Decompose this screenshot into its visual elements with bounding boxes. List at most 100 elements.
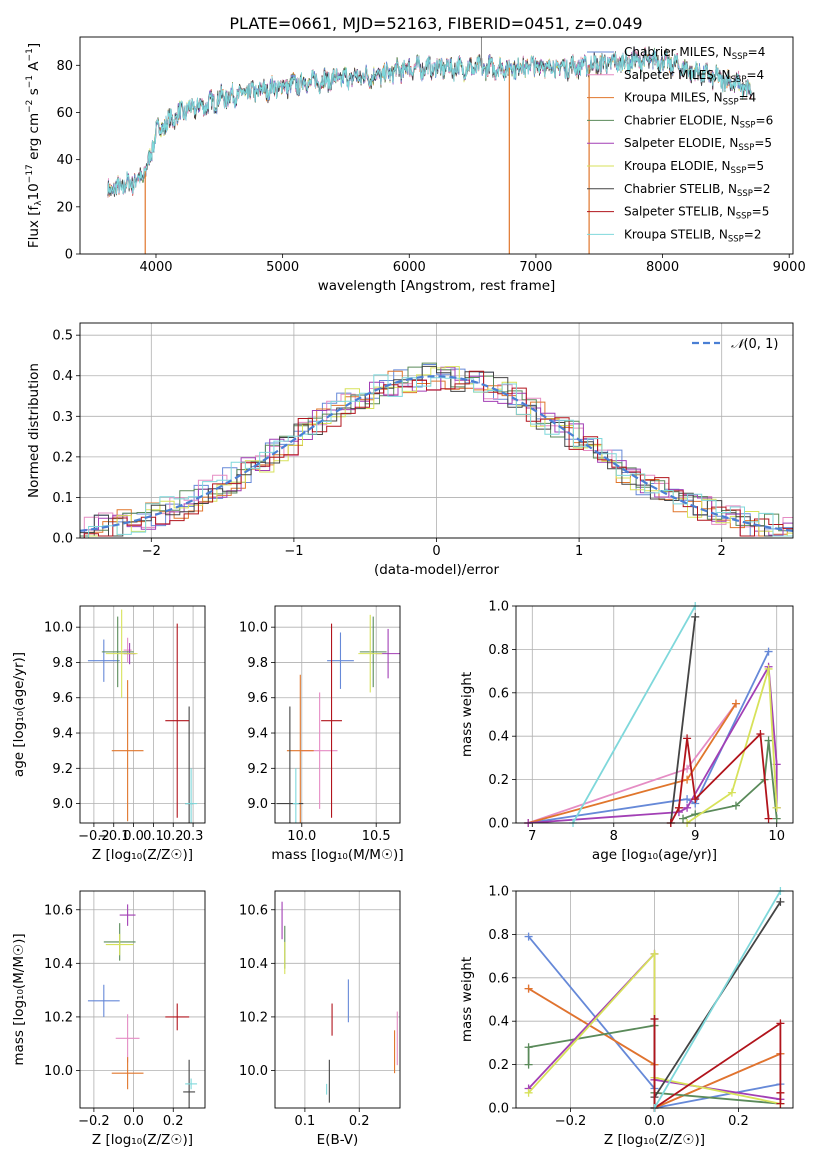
x-tick-label: 0.0 — [123, 1114, 144, 1129]
histogram-7 — [83, 370, 793, 538]
axes-frame — [515, 890, 794, 1109]
figure-title: PLATE=0661, MJD=52163, FIBERID=0451, z=0… — [229, 14, 642, 33]
y-tick-label: 1.0 — [488, 885, 509, 900]
weight-marker-7 — [776, 1019, 785, 1028]
weight-marker-5 — [650, 949, 659, 958]
y-tick-label: 9.2 — [52, 762, 73, 777]
x-tick-label: −1 — [284, 544, 303, 559]
axes-frame — [274, 890, 401, 1109]
weight-marker-3 — [764, 736, 773, 745]
x-tick-label: 6000 — [393, 260, 426, 275]
weight-line-8 — [653, 891, 782, 1108]
weight-marker-0 — [524, 932, 533, 941]
x-tick-label: 7 — [528, 829, 536, 844]
y-tick-label: 0.2 — [52, 450, 73, 465]
weight-line-5 — [686, 668, 778, 823]
legend-entry: Kroupa ELODIE, NSSP=5 — [624, 159, 764, 176]
spectrum-axes — [76, 64, 790, 258]
y-axis-label: mass weight — [459, 672, 475, 757]
weight-marker-3 — [524, 1060, 533, 1069]
y-tick-label: 0.2 — [488, 1058, 509, 1073]
x-axis-label: wavelength [Angstrom, rest frame] — [318, 278, 556, 294]
y-tick-label: 10.2 — [44, 1010, 73, 1025]
y-tick-label: 20 — [56, 200, 73, 215]
x-axis-label: Z [log₁₀(Z/Z☉)] — [92, 847, 193, 863]
y-tick-label: 9.6 — [247, 691, 268, 706]
weight-line-4 — [528, 663, 778, 823]
x-tick-label: −0.2 — [555, 1114, 587, 1129]
y-tick-label: 9.4 — [52, 727, 73, 742]
y-axis-label: age [log₁₀(age/yr)] — [11, 652, 27, 777]
x-tick-label: 0.2 — [728, 1114, 749, 1129]
massweight-vs-Z-axes — [512, 890, 793, 1112]
x-tick-label: 9000 — [773, 260, 806, 275]
weight-marker-3 — [731, 801, 740, 810]
histogram-5 — [88, 366, 793, 538]
axes-frame — [79, 322, 794, 539]
x-tick-label: 8 — [610, 829, 618, 844]
legend-entry: Kroupa MILES, NSSP=4 — [624, 91, 756, 108]
weight-marker-7 — [674, 803, 683, 812]
y-tick-label: 10.6 — [239, 903, 268, 918]
weight-marker-3 — [679, 814, 688, 823]
y-tick-label: 0.0 — [488, 1102, 509, 1117]
y-tick-label: 0.0 — [52, 532, 73, 547]
age-vs-Z-axes — [76, 606, 205, 827]
y-tick-label: 9.4 — [247, 727, 268, 742]
normal-reference-curve — [80, 375, 793, 532]
y-tick-label: 60 — [56, 106, 73, 121]
weight-marker-7 — [691, 795, 700, 804]
weight-marker-6 — [691, 612, 700, 621]
x-tick-label: 10.5 — [362, 829, 391, 844]
histogram-4 — [83, 366, 793, 538]
y-axis-label: Normed distribution — [26, 363, 42, 498]
weight-line-2 — [527, 703, 737, 823]
weight-line-6 — [669, 616, 697, 823]
axes-frame — [79, 605, 206, 824]
y-tick-label: 0 — [65, 248, 73, 263]
y-tick-label: 10.4 — [239, 957, 268, 972]
y-tick-label: 9.0 — [52, 797, 73, 812]
mass-vs-EBV-axes — [271, 891, 400, 1112]
x-tick-label: 9 — [691, 829, 699, 844]
histogram-6 — [80, 365, 793, 538]
y-tick-label: 80 — [56, 59, 73, 74]
residuals-axes — [76, 323, 793, 542]
y-tick-label: 10.2 — [239, 1010, 268, 1025]
legend-entry: Chabrier ELODIE, NSSP=6 — [624, 113, 773, 130]
y-tick-label: 10.0 — [44, 621, 73, 636]
y-tick-label: 0.8 — [488, 928, 509, 943]
massweight-vs-age-axes — [512, 605, 793, 827]
y-axis-label: Flux [fλ10−17 erg cm−2 s−1 A−1] — [25, 43, 44, 248]
legend-entry: Chabrier STELIB, NSSP=2 — [624, 182, 771, 199]
weight-marker-7 — [776, 1099, 785, 1108]
weight-marker-7 — [683, 734, 692, 743]
legend-entry: Chabrier MILES, NSSP=4 — [624, 45, 765, 62]
y-tick-label: 0.0 — [488, 817, 509, 832]
weight-marker-5 — [772, 803, 781, 812]
axes-frame — [79, 890, 206, 1109]
y-tick-label: 9.8 — [247, 656, 268, 671]
x-tick-label: 5000 — [266, 260, 299, 275]
y-tick-label: 9.6 — [52, 691, 73, 706]
y-tick-label: 10.0 — [44, 1064, 73, 1079]
axes-frame — [79, 36, 794, 255]
x-tick-label: 0.2 — [349, 1114, 370, 1129]
x-tick-label: 1 — [575, 544, 583, 559]
legend-entry: Salpeter STELIB, NSSP=5 — [624, 205, 769, 222]
legend-entry: Kroupa STELIB, NSSP=2 — [624, 227, 762, 244]
y-tick-label: 0.4 — [52, 369, 73, 384]
y-tick-label: 1.0 — [488, 600, 509, 615]
x-tick-label: 4000 — [139, 260, 172, 275]
y-tick-label: 0.2 — [488, 773, 509, 788]
x-tick-label: −0.1 — [98, 829, 130, 844]
x-tick-label: 0.1 — [143, 829, 164, 844]
weight-marker-0 — [683, 795, 692, 804]
x-tick-label: 0 — [432, 544, 440, 559]
x-tick-label: 10 — [768, 829, 785, 844]
x-tick-label: 0.0 — [123, 829, 144, 844]
axes-frame — [515, 605, 794, 824]
x-tick-label: 0.1 — [295, 1114, 316, 1129]
x-tick-label: 0.0 — [644, 1114, 665, 1129]
